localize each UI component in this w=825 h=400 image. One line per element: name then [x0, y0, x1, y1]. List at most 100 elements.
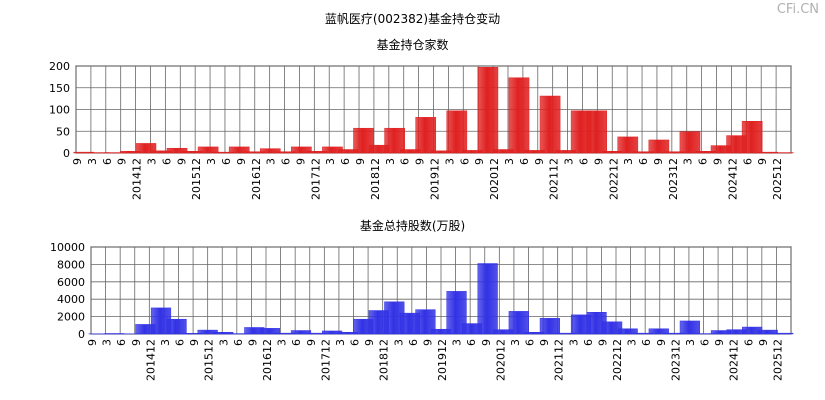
x-tick-label: 202112	[553, 339, 566, 381]
x-tick-label: 201912	[429, 158, 442, 200]
bar	[648, 139, 670, 154]
x-tick-label: 6	[220, 158, 233, 165]
x-tick-label: 3	[145, 158, 158, 165]
x-tick-label: 202312	[667, 158, 680, 200]
x-tick-label: 3	[384, 158, 397, 165]
x-tick-label: 9	[480, 339, 493, 346]
bar	[602, 321, 623, 335]
bar	[586, 110, 608, 154]
x-tick-label: 9	[235, 158, 248, 165]
x-tick-label: 3	[567, 339, 580, 346]
x-tick-label: 6	[280, 158, 293, 165]
x-tick-label: 201412	[144, 339, 157, 381]
bar	[259, 328, 280, 335]
y-tick-label: 150	[49, 82, 70, 95]
x-tick-label: 6	[399, 158, 412, 165]
bar	[617, 136, 639, 154]
x-tick-label: 201612	[250, 158, 263, 200]
x-tick-label: 201512	[203, 339, 216, 381]
x-tick-label: 9	[713, 339, 726, 346]
watermark-logo: CFi.CN	[776, 2, 819, 17]
x-tick-label: 9	[473, 158, 486, 165]
x-tick-label: 6	[465, 339, 478, 346]
x-tick-label: 3	[205, 158, 218, 165]
x-tick-label: 3	[503, 158, 516, 165]
x-tick-label: 6	[741, 158, 754, 165]
x-tick-label: 202012	[494, 339, 507, 381]
x-tick-label: 201912	[436, 339, 449, 381]
bar	[166, 147, 188, 154]
x-tick-label: 3	[217, 339, 230, 346]
x-tick-label: 6	[407, 339, 420, 346]
x-tick-label: 201812	[378, 339, 391, 381]
x-tick-label: 3	[451, 339, 464, 346]
x-tick-label: 9	[652, 158, 665, 165]
x-tick-label: 9	[592, 158, 605, 165]
x-tick-label: 6	[339, 158, 352, 165]
x-tick-label: 9	[533, 158, 546, 165]
x-tick-label: 3	[682, 158, 695, 165]
x-tick-label: 3	[265, 158, 278, 165]
x-tick-label: 9	[421, 339, 434, 346]
x-tick-label: 9	[246, 339, 259, 346]
x-tick-label: 9	[294, 158, 307, 165]
chart1-title: 基金持仓家数	[376, 38, 449, 52]
x-tick-label: 202012	[488, 158, 501, 200]
chart2-title: 基金总持股数(万股)	[359, 219, 466, 233]
x-tick-label: 6	[577, 158, 590, 165]
x-tick-label: 3	[392, 339, 405, 346]
x-tick-label: 9	[756, 158, 769, 165]
y-tick-label: 6000	[57, 276, 85, 289]
x-tick-label: 6	[637, 158, 650, 165]
x-tick-label: 9	[188, 339, 201, 346]
x-tick-label: 9	[354, 158, 367, 165]
x-tick-label: 9	[116, 158, 129, 165]
x-tick-label: 6	[349, 339, 362, 346]
bar	[213, 332, 234, 335]
bar	[290, 330, 312, 335]
x-tick-label: 3	[684, 339, 697, 346]
x-tick-label: 3	[563, 158, 576, 165]
x-tick-label: 6	[742, 339, 755, 346]
x-tick-label: 6	[699, 339, 712, 346]
x-tick-label: 202412	[728, 339, 741, 381]
y-tick-label: 200	[49, 60, 70, 73]
bar	[384, 127, 405, 154]
x-tick-label: 201412	[131, 158, 144, 200]
bar	[648, 328, 669, 335]
x-tick-label: 202512	[771, 339, 784, 381]
bar	[446, 110, 468, 154]
x-tick-label: 202412	[726, 158, 739, 200]
x-tick-label: 6	[174, 339, 187, 346]
x-tick-label: 9	[86, 339, 99, 346]
y-tick-label: 50	[56, 125, 70, 138]
bar	[415, 309, 436, 335]
x-tick-label: 6	[640, 339, 653, 346]
bar	[197, 146, 219, 154]
bar	[446, 291, 467, 335]
x-tick-label: 9	[757, 339, 770, 346]
x-tick-label: 3	[626, 339, 639, 346]
bar	[617, 328, 638, 335]
x-tick-label: 6	[160, 158, 173, 165]
x-tick-label: 202312	[669, 339, 682, 381]
bar	[477, 67, 499, 154]
x-tick-label: 9	[175, 158, 188, 165]
x-tick-label: 202212	[611, 339, 624, 381]
x-tick-label: 9	[538, 339, 551, 346]
y-tick-label: 0	[78, 328, 85, 341]
x-tick-label: 201712	[309, 158, 322, 200]
x-tick-label: 201612	[261, 339, 274, 381]
bar	[741, 120, 763, 154]
y-tick-label: 10000	[50, 241, 85, 254]
x-tick-label: 6	[582, 339, 595, 346]
x-tick-label: 6	[697, 158, 710, 165]
x-tick-label: 201712	[319, 339, 332, 381]
x-tick-label: 6	[115, 339, 128, 346]
bar	[539, 95, 561, 154]
y-tick-label: 100	[49, 104, 70, 117]
bar	[539, 318, 560, 335]
